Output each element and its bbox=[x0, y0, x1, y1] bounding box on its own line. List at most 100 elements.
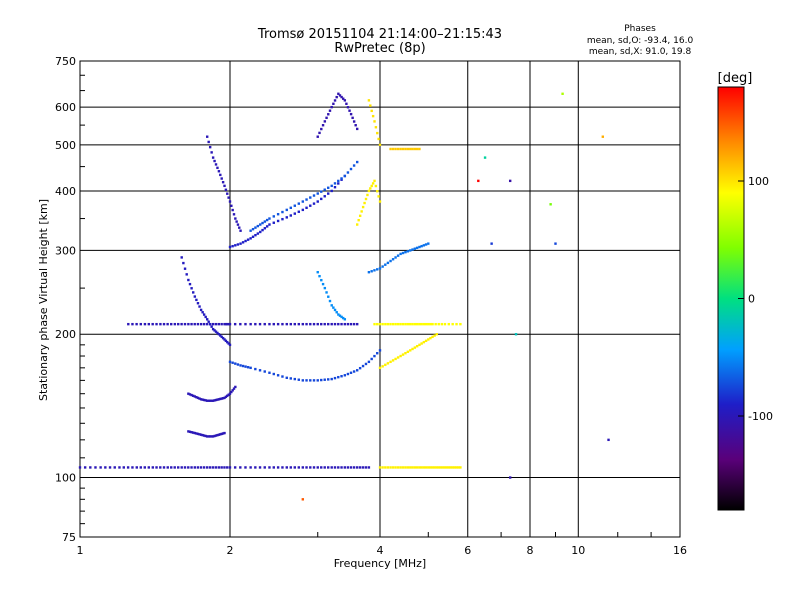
data-point bbox=[378, 366, 382, 370]
data-point bbox=[231, 389, 234, 392]
data-point bbox=[187, 466, 190, 469]
data-point bbox=[394, 466, 397, 469]
data-point bbox=[233, 466, 237, 469]
data-point bbox=[431, 466, 434, 469]
data-point bbox=[236, 243, 240, 246]
data-point bbox=[406, 350, 410, 353]
data-point bbox=[415, 322, 419, 326]
data-point bbox=[202, 313, 206, 316]
data-point bbox=[221, 336, 225, 340]
data-point bbox=[217, 322, 221, 326]
data-point bbox=[490, 242, 493, 245]
data-point bbox=[554, 242, 557, 245]
data-point bbox=[352, 466, 356, 469]
data-point bbox=[320, 197, 323, 201]
data-point bbox=[166, 466, 169, 469]
data-point bbox=[188, 282, 192, 286]
data-point bbox=[357, 218, 360, 222]
data-point bbox=[122, 466, 125, 469]
data-point bbox=[208, 435, 212, 438]
data-point bbox=[364, 466, 368, 469]
data-point bbox=[327, 186, 330, 189]
data-point bbox=[127, 322, 130, 326]
data-point bbox=[155, 322, 158, 326]
data-point bbox=[190, 466, 193, 469]
data-point bbox=[321, 124, 325, 127]
data-point bbox=[233, 322, 237, 326]
data-point bbox=[244, 239, 247, 243]
data-point bbox=[211, 327, 215, 331]
data-point bbox=[561, 92, 564, 95]
data-point bbox=[305, 206, 308, 209]
data-point bbox=[224, 188, 228, 191]
data-point bbox=[354, 124, 357, 127]
data-point bbox=[401, 251, 405, 255]
data-point bbox=[391, 147, 395, 151]
data-point bbox=[381, 265, 384, 268]
data-point bbox=[386, 261, 390, 265]
data-point bbox=[371, 182, 375, 185]
data-point bbox=[217, 398, 221, 401]
data-point bbox=[411, 322, 414, 326]
data-point bbox=[281, 210, 284, 214]
data-point bbox=[427, 322, 430, 326]
data-point bbox=[367, 189, 371, 193]
data-point bbox=[188, 430, 192, 434]
chart-subtitle: RwPretec (8p) bbox=[334, 41, 425, 56]
data-point bbox=[263, 370, 266, 373]
data-point bbox=[378, 143, 382, 147]
data-point bbox=[429, 466, 432, 469]
data-point bbox=[293, 377, 296, 381]
data-point bbox=[355, 223, 359, 226]
data-point bbox=[162, 466, 166, 469]
data-point bbox=[333, 186, 337, 189]
data-point bbox=[333, 322, 337, 326]
data-point bbox=[352, 120, 356, 123]
data-point bbox=[404, 322, 407, 326]
data-point bbox=[221, 397, 225, 400]
data-point bbox=[265, 225, 269, 228]
data-point bbox=[361, 205, 365, 209]
data-point bbox=[435, 466, 438, 469]
data-point bbox=[366, 193, 369, 197]
data-point bbox=[254, 322, 257, 326]
data-point bbox=[289, 214, 292, 217]
data-point bbox=[118, 466, 121, 469]
data-point bbox=[223, 184, 226, 188]
data-point bbox=[409, 147, 412, 151]
x-axis-label: Frequency [MHz] bbox=[334, 557, 426, 570]
data-point bbox=[135, 466, 138, 469]
x-tick-label: 16 bbox=[673, 544, 687, 557]
data-point bbox=[411, 147, 414, 151]
data-point bbox=[370, 270, 373, 273]
data-point bbox=[180, 322, 183, 326]
data-point bbox=[381, 322, 384, 326]
data-point bbox=[330, 105, 333, 109]
data-point bbox=[263, 466, 266, 469]
data-point bbox=[441, 466, 445, 469]
data-point bbox=[325, 291, 328, 294]
data-point bbox=[355, 466, 359, 469]
data-point bbox=[396, 466, 400, 469]
data-point bbox=[293, 322, 296, 326]
data-point bbox=[363, 201, 366, 205]
data-point bbox=[190, 287, 193, 290]
data-point bbox=[180, 256, 183, 259]
data-point bbox=[196, 466, 200, 469]
data-point bbox=[340, 322, 343, 326]
data-point bbox=[447, 322, 451, 326]
data-point bbox=[406, 250, 410, 253]
data-point bbox=[220, 322, 223, 326]
data-point bbox=[205, 466, 209, 469]
data-point bbox=[316, 271, 319, 274]
data-point bbox=[459, 466, 462, 469]
data-point bbox=[453, 466, 456, 469]
data-point bbox=[211, 435, 215, 438]
colorbar-tick-label: 100 bbox=[748, 175, 769, 188]
data-point bbox=[391, 466, 395, 469]
data-point bbox=[207, 399, 210, 402]
data-point bbox=[227, 393, 230, 396]
data-point bbox=[228, 360, 232, 364]
data-point bbox=[293, 204, 296, 207]
data-point bbox=[349, 112, 353, 116]
